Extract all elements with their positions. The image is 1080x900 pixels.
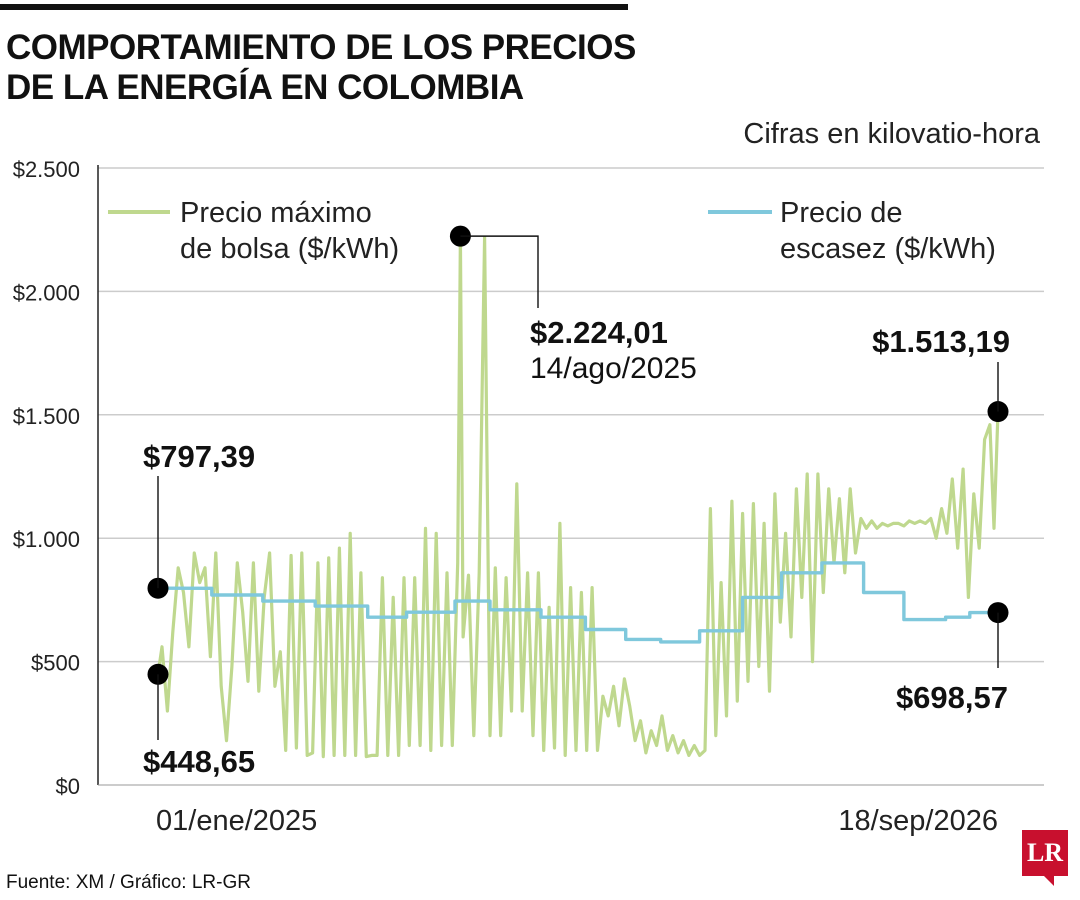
series-line-precio-maximo-de-bolsa xyxy=(156,234,1000,759)
y-tick-label: $1.000 xyxy=(13,527,80,552)
legend-label-escasez-line-2: escasez ($/kWh) xyxy=(780,233,996,265)
grid-lines xyxy=(98,167,1044,663)
legend-label-bolsa-line-2: de bolsa ($/kWh) xyxy=(180,233,399,265)
label-escasez-end-value: $698,57 xyxy=(896,680,1008,715)
label-bolsa-end-value: $1.513,19 xyxy=(872,324,1010,359)
source-credit: Fuente: XM / Gráfico: LR-GR xyxy=(6,872,251,893)
label-bolsa-peak-date: 14/ago/2025 xyxy=(530,352,697,385)
top-rule xyxy=(0,4,628,10)
x-tick-label: 18/sep/2026 xyxy=(838,805,998,837)
chart-title: COMPORTAMIENTO DE LOS PRECIOS DE LA ENER… xyxy=(6,28,706,108)
y-tick-label: $0 xyxy=(56,774,80,799)
legend-label-bolsa-line-1: Precio máximo xyxy=(180,197,372,229)
units-note: Cifras en kilovatio-hora xyxy=(743,118,1040,150)
x-axis-tick-labels: 01/ene/2025 18/sep/2026 xyxy=(156,805,998,837)
y-tick-label: $1.500 xyxy=(13,404,80,429)
label-bolsa-peak-value: $2.224,01 xyxy=(530,315,668,350)
series-line-precio-de-escasez xyxy=(157,561,998,644)
y-tick-label: $500 xyxy=(31,651,80,676)
label-escasez-start-value: $797,39 xyxy=(143,439,255,474)
legend: Precio máximo de bolsa ($/kWh) Precio de es… xyxy=(108,197,996,265)
y-axis-tick-labels: $0 $500 $1.000 $1.500 $2.000 $2.500 xyxy=(13,157,80,799)
y-tick-label: $2.000 xyxy=(13,280,80,305)
x-tick-label: 01/ene/2025 xyxy=(156,805,317,837)
legend-label-escasez-line-1: Precio de xyxy=(780,197,903,229)
leader-bolsa-peak xyxy=(460,235,539,308)
lr-logo-text: LR xyxy=(1026,838,1064,867)
title-line-2: DE LA ENERGÍA EN COLOMBIA xyxy=(6,68,524,107)
lr-logo: LR xyxy=(1022,830,1068,886)
title-line-1: COMPORTAMIENTO DE LOS PRECIOS xyxy=(6,28,636,67)
y-tick-label: $2.500 xyxy=(13,157,80,182)
lr-logo-tail xyxy=(1044,876,1054,886)
label-bolsa-start-value: $448,65 xyxy=(143,744,255,779)
